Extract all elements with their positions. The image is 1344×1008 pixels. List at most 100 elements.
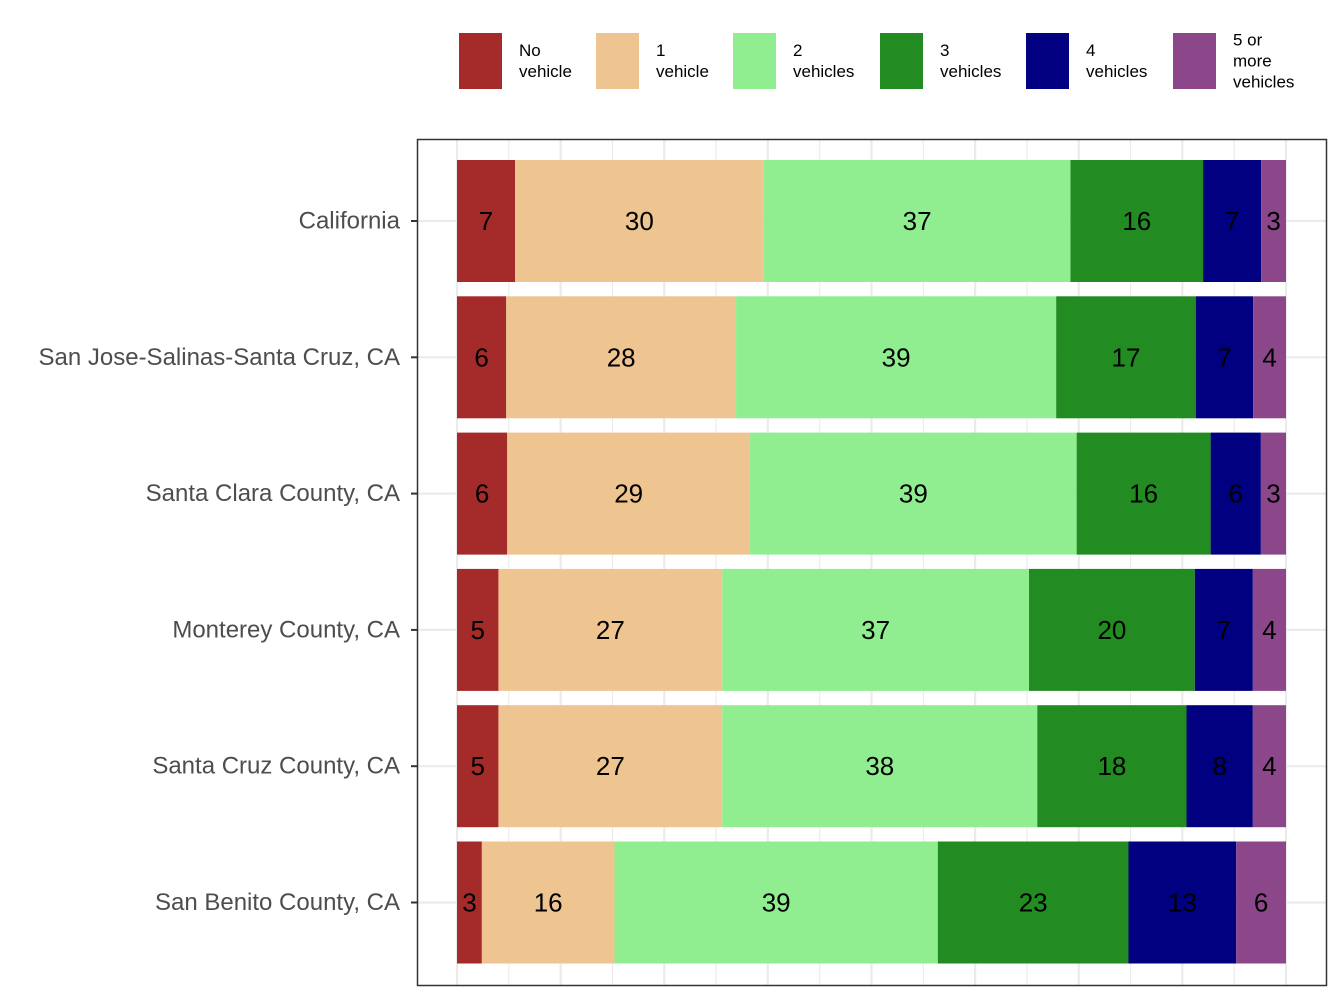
data-label: 39 [882, 342, 911, 372]
legend-item: 3 vehicles [880, 33, 1001, 89]
bar-segment [1203, 160, 1262, 282]
legend-key [880, 33, 923, 89]
bar-segment [1260, 432, 1286, 555]
bar-segment [481, 841, 615, 964]
legend-label: 1 [656, 41, 665, 60]
data-label: 16 [1122, 206, 1151, 236]
data-label: 7 [1217, 342, 1231, 372]
legend-label: vehicle [519, 62, 572, 81]
legend-label: vehicles [1233, 73, 1294, 92]
data-label: 29 [614, 479, 643, 509]
data-label: 8 [1212, 751, 1226, 781]
data-label: 7 [1217, 615, 1231, 645]
bar-segment [506, 296, 737, 419]
bar-segment [457, 705, 499, 828]
category-axis: California San Jose-Salinas-Santa Cruz, C… [39, 208, 418, 916]
bar-segment [457, 160, 516, 282]
legend-item: No vehicle [459, 33, 572, 89]
data-label: 30 [625, 206, 654, 236]
legend-label: vehicles [793, 62, 854, 81]
data-label: 27 [596, 615, 625, 645]
bar-segment [1076, 432, 1211, 555]
legend-item: 5 or more vehicles [1173, 31, 1294, 92]
legend-key [596, 33, 639, 89]
data-label: 3 [462, 888, 476, 918]
bar-segment [507, 432, 751, 555]
category-label: San Jose-Salinas-Santa Cruz, CA [39, 344, 401, 371]
bar-segment [515, 160, 764, 282]
bar-segment [614, 841, 938, 964]
bars: 7 30 37 16 7 36 28 39 17 7 46 29 39 16 6 35 27 37 20 7 45 27 3… [457, 160, 1286, 964]
panel-border [416, 138, 1328, 987]
legend-label: No [519, 41, 541, 60]
data-label: 28 [607, 342, 636, 372]
data-label: 23 [1019, 888, 1048, 918]
data-label: 3 [1266, 206, 1280, 236]
category-label: San Benito County, CA [155, 889, 400, 916]
bar-segment [1128, 841, 1237, 964]
data-label: 16 [534, 888, 563, 918]
category-label: Santa Cruz County, CA [152, 753, 400, 780]
bar-segment [1261, 160, 1286, 282]
bar-segment [457, 296, 507, 419]
bar-segment [1070, 160, 1204, 282]
data-label: 6 [475, 479, 489, 509]
bar-segment [1253, 296, 1286, 419]
legend-label: more [1233, 52, 1272, 71]
data-label: 20 [1097, 615, 1126, 645]
bar-segment [1252, 705, 1286, 828]
legend-key [1026, 33, 1069, 89]
bar-segment [763, 160, 1071, 282]
legend-label: vehicle [656, 62, 709, 81]
bar-segment [722, 568, 1030, 691]
data-label: 38 [865, 751, 894, 781]
data-label: 5 [470, 615, 484, 645]
data-label: 3 [1266, 479, 1280, 509]
legend-label: 5 or [1233, 31, 1263, 50]
data-label: 16 [1129, 479, 1158, 509]
data-label: 6 [1229, 479, 1243, 509]
data-label: 18 [1097, 751, 1126, 781]
legend-label: 3 [940, 41, 949, 60]
bar-segment [1194, 568, 1253, 691]
legend-key [733, 33, 776, 89]
data-label: 7 [1225, 206, 1239, 236]
data-label: 6 [474, 342, 488, 372]
bar-segment [498, 568, 723, 691]
bar-segment [750, 432, 1077, 555]
legend-label: 4 [1086, 41, 1095, 60]
bar-segment [1195, 296, 1254, 419]
data-label: 37 [861, 615, 890, 645]
bar-segment [1210, 432, 1261, 555]
legend-item: 2 vehicles [733, 33, 854, 89]
category-label: California [299, 208, 401, 235]
data-label: 7 [479, 206, 493, 236]
legend-label: vehicles [1086, 62, 1147, 81]
data-label: 4 [1262, 751, 1276, 781]
legend-label: 2 [793, 41, 802, 60]
legend-key [1173, 33, 1216, 89]
data-label: 4 [1262, 342, 1276, 372]
bar-segment [498, 705, 723, 828]
data-label: 37 [903, 206, 932, 236]
legend-item: 4 vehicles [1026, 33, 1147, 89]
bar-segment [1029, 568, 1195, 691]
bar-segment [457, 568, 499, 691]
bar-segment [457, 432, 508, 555]
bar-segment [937, 841, 1129, 964]
legend: No vehicle 1 vehicle 2 vehicles 3 vehicles 4 vehi… [459, 31, 1294, 92]
bar-segment [1252, 568, 1286, 691]
bar-segment [722, 705, 1038, 828]
legend-item: 1 vehicle [596, 33, 709, 89]
data-label: 13 [1168, 888, 1197, 918]
bar-segment [457, 841, 482, 964]
legend-key [459, 33, 502, 89]
bar-segment [1186, 705, 1253, 828]
data-label: 5 [470, 751, 484, 781]
data-label: 6 [1254, 888, 1268, 918]
data-label: 39 [762, 888, 791, 918]
legend-label: vehicles [940, 62, 1001, 81]
data-label: 39 [899, 479, 928, 509]
bar-segment [1056, 296, 1196, 419]
